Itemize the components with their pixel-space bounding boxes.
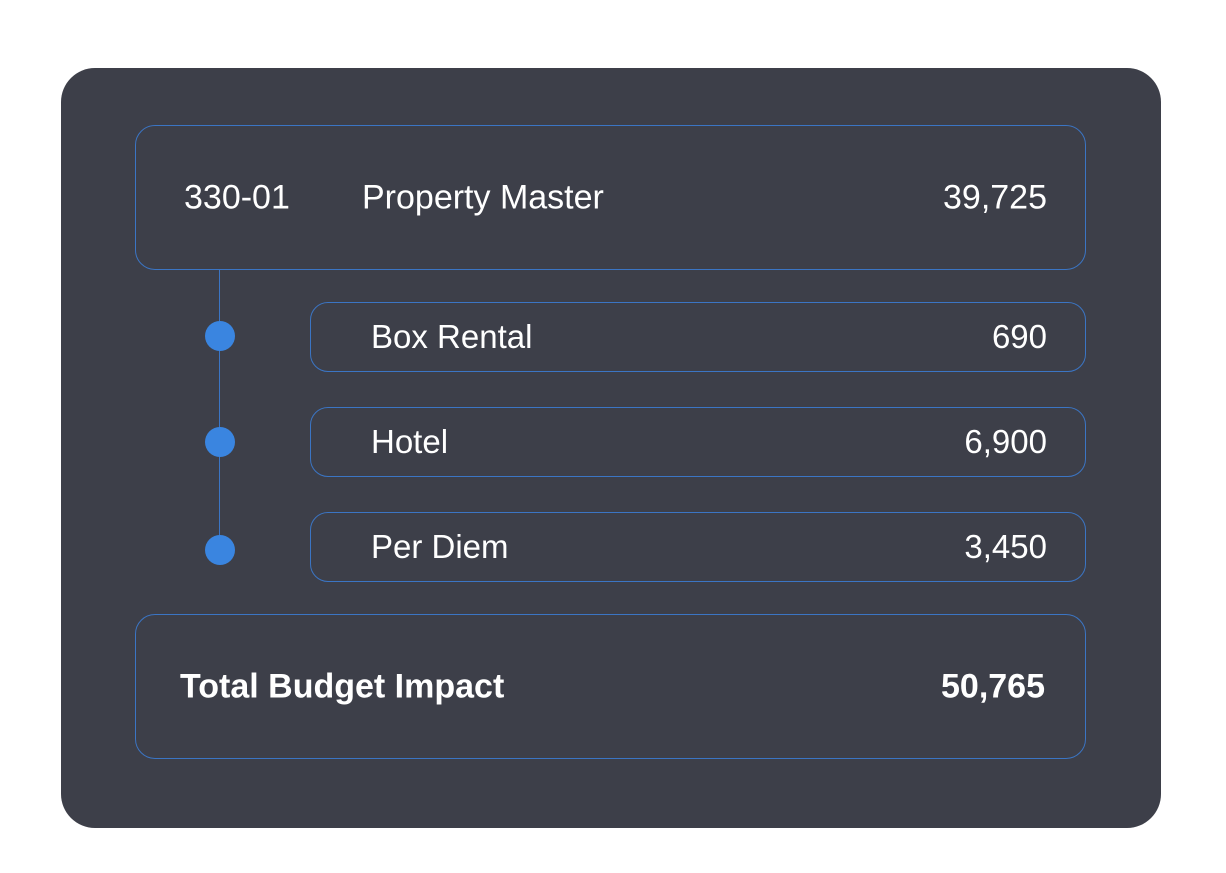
account-row[interactable]: 330-01 Property Master 39,725 xyxy=(135,125,1086,270)
line-item-amount: 690 xyxy=(991,318,1047,355)
tree-connector-line xyxy=(219,270,220,550)
account-code: 330-01 xyxy=(184,178,290,216)
account-amount: 39,725 xyxy=(943,178,1047,216)
line-item-label: Hotel xyxy=(371,423,449,460)
line-item-label: Per Diem xyxy=(371,528,509,565)
line-item-bullet-icon xyxy=(205,427,235,457)
line-item-amount: 6,900 xyxy=(964,423,1047,460)
total-amount: 50,765 xyxy=(941,667,1045,705)
line-item-bullet-icon xyxy=(205,321,235,351)
line-item-amount: 3,450 xyxy=(964,528,1047,565)
line-item-row-hotel[interactable]: Hotel 6,900 xyxy=(310,407,1086,477)
total-label: Total Budget Impact xyxy=(180,667,505,705)
account-name: Property Master xyxy=(362,178,604,216)
line-item-label: Box Rental xyxy=(371,318,533,355)
budget-card: 330-01 Property Master 39,725 Box Rental… xyxy=(61,68,1161,828)
line-item-row-per-diem[interactable]: Per Diem 3,450 xyxy=(310,512,1086,582)
line-item-row-box-rental[interactable]: Box Rental 690 xyxy=(310,302,1086,372)
total-budget-impact-row: Total Budget Impact 50,765 xyxy=(135,614,1086,759)
line-item-bullet-icon xyxy=(205,535,235,565)
